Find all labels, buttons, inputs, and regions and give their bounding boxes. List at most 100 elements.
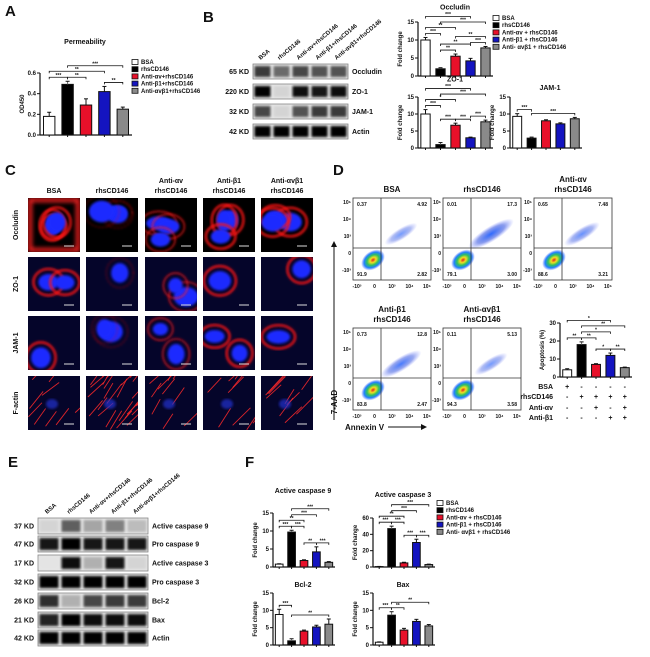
x-tick-label: 10⁵ (423, 414, 432, 420)
y-tick-label: 10³ (525, 234, 533, 240)
actin-fiber (131, 408, 138, 416)
quadrant-ll-value: 91.9 (357, 272, 367, 278)
bar-anti_b1 (465, 137, 476, 149)
band (330, 66, 347, 77)
actin-fiber (31, 376, 37, 380)
band (273, 126, 290, 137)
membrane-stain (162, 338, 191, 370)
band (105, 538, 125, 550)
micrograph-content (86, 198, 134, 229)
actin-fiber (103, 376, 113, 389)
micrograph-bg (261, 316, 313, 370)
chart-title: ZO-1 (447, 77, 463, 84)
actin-fiber (87, 381, 105, 398)
treatment-sign: - (595, 415, 598, 422)
legend-label: Anti- αvβ1 + rhsCD146 (446, 530, 511, 536)
quadrant-lr-value: 2.47 (417, 402, 427, 408)
band (61, 632, 81, 644)
nucleus (279, 399, 291, 409)
micrograph-content (28, 376, 80, 427)
legend-label: BSA (502, 16, 515, 22)
band (311, 106, 328, 117)
band (127, 557, 147, 569)
membrane-stain (147, 317, 174, 341)
significance-label: *** (401, 506, 407, 512)
x-tick-label: 10⁴ (405, 284, 414, 290)
nucleus (152, 323, 168, 336)
y-tick-label: 5 (411, 129, 415, 135)
protein-label: JAM-1 (352, 109, 373, 116)
y-tick-label: 30 (549, 321, 556, 327)
quadrant-ll-value: 79.1 (447, 272, 457, 278)
nucleus (204, 330, 225, 343)
micrograph-content (261, 324, 297, 350)
significance-bracket (470, 42, 486, 45)
y-axis-label: Apoptosis (%) (540, 330, 546, 370)
nucleus (31, 347, 51, 369)
legend-label: Anti-β1 + rhsCD146 (446, 523, 502, 529)
significance-label: *** (430, 101, 436, 107)
bar-bsa (42, 115, 56, 136)
quadrant-ul-value: 0.01 (447, 202, 457, 208)
y-tick-label: 20 (362, 549, 369, 555)
protein-label: ZO-1 (352, 89, 368, 96)
significance-bracket (440, 93, 486, 97)
nucleus (208, 271, 232, 291)
legend-label: Anti-αv+rhsCD146 (141, 74, 194, 80)
legend-label: Anti- αvβ1 + rhsCD146 (502, 45, 567, 51)
band (105, 632, 125, 644)
apoptotic-population (380, 350, 422, 378)
y-tick-label: -10³ (523, 268, 532, 274)
molecular-weight-label: 65 KD (229, 69, 249, 76)
significance-bracket (291, 614, 330, 617)
actin-fiber (102, 376, 109, 385)
bar-anti_avb1 (324, 623, 334, 646)
micrograph-content (203, 265, 238, 297)
y-tick-label: 10⁴ (433, 347, 442, 353)
legend-swatch (492, 29, 500, 36)
x-tick-label: 10³ (478, 284, 486, 290)
treatment-sign: + (608, 394, 612, 401)
significance-label: *** (550, 109, 556, 115)
micrograph-jam-1-4 (261, 316, 313, 370)
band (127, 595, 147, 607)
nucleus (55, 275, 75, 290)
column-header: BSA (47, 188, 62, 195)
significance-bracket (291, 525, 305, 529)
legend-label: rhsCD146 (502, 23, 531, 29)
band (39, 538, 59, 550)
bar-rhscd146 (61, 83, 74, 136)
bar-anti_avb1 (424, 564, 434, 568)
apoptotic-population (384, 222, 418, 246)
significance-bracket (378, 515, 405, 519)
actin-fiber (120, 376, 132, 386)
live-population (361, 249, 385, 271)
actin-fiber (97, 397, 108, 411)
y-tick-label: 10³ (434, 234, 442, 240)
significance-bracket (440, 43, 471, 47)
significance-bracket (425, 88, 471, 91)
legend-swatch (436, 500, 444, 506)
molecular-weight-label: 42 KD (14, 636, 34, 643)
significance-bracket (581, 331, 611, 334)
actin-fiber (116, 410, 133, 429)
nucleus (167, 343, 185, 365)
bar-rhscd146 (287, 531, 296, 568)
quadrant-ul-value: 0.65 (538, 202, 548, 208)
flow-plot-title: BSA (384, 185, 401, 194)
legend-swatch (492, 22, 500, 29)
bar-anti_av (299, 560, 309, 568)
flow-plot-title: Anti-αv (559, 175, 587, 184)
apoptosis-treatment-table: BSA + - - - - rhsCD146 - + + + + Anti-αv - - + - + Anti-β1… (520, 384, 627, 422)
flow-plot-1: rhsCD146 0.01 17.3 79.1 3.00 -10³ 0 10³ 10⁴ 10⁵ 10… (432, 185, 522, 290)
y-tick-label: 15 (407, 20, 414, 26)
y-tick-label: 15 (407, 95, 414, 101)
actin-fiber (301, 376, 313, 391)
y-tick-label: 0 (411, 146, 415, 152)
significance-bracket (581, 337, 597, 340)
quadrant-ul-value: 0.11 (447, 332, 457, 338)
membrane-stain (286, 257, 313, 285)
